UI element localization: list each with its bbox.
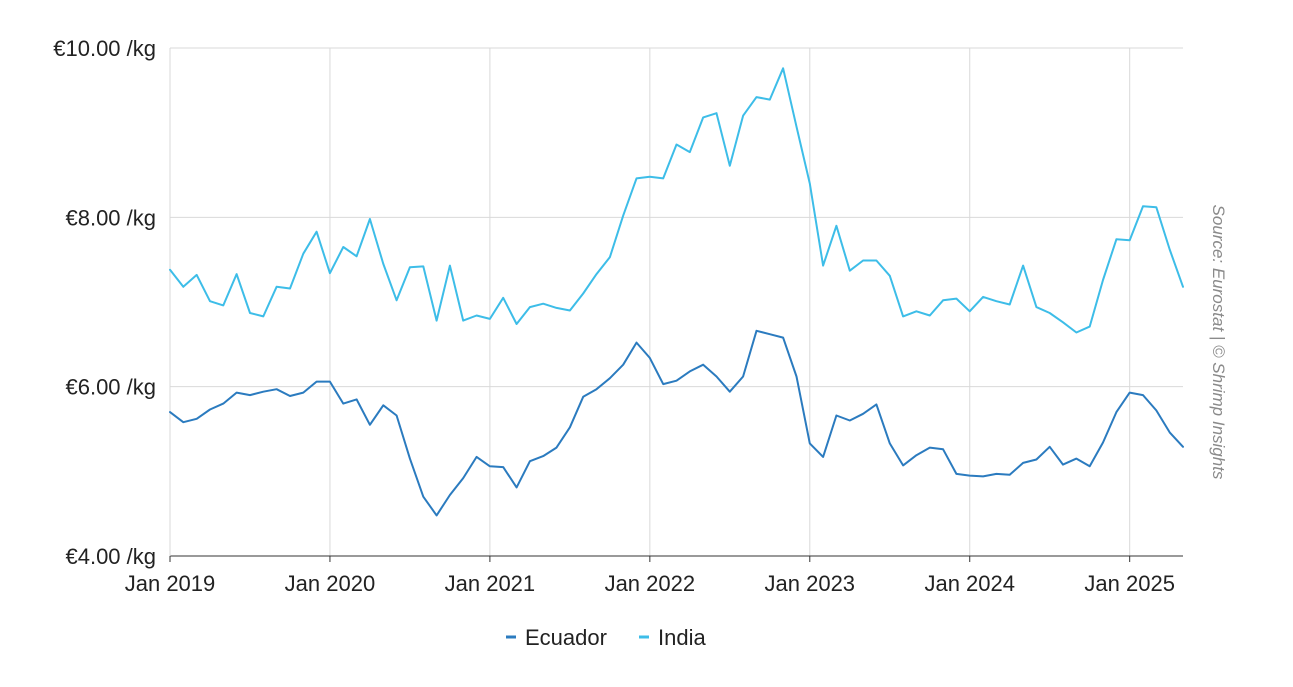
legend-label-india: India <box>658 625 706 650</box>
legend-label-ecuador: Ecuador <box>525 625 607 650</box>
series-layer <box>169 67 1184 517</box>
x-tick-label: Jan 2020 <box>285 571 376 596</box>
series-line-india[interactable] <box>169 67 1184 334</box>
x-tick-label: Jan 2025 <box>1084 571 1175 596</box>
grid-layer <box>169 47 1183 557</box>
y-tick-label: €10.00 /kg <box>53 36 156 61</box>
x-tick-label: Jan 2021 <box>445 571 536 596</box>
y-tick-label: €8.00 /kg <box>65 205 156 230</box>
x-tick-label: Jan 2024 <box>924 571 1015 596</box>
y-tick-label: €6.00 /kg <box>65 375 156 400</box>
series-line-ecuador[interactable] <box>169 329 1184 517</box>
axis-layer: €10.00 /kg€8.00 /kg€6.00 /kg€4.00 /kgJan… <box>53 36 1183 596</box>
source-note: Source: Eurostat | © Shrimp Insights <box>1209 205 1228 480</box>
legend: Ecuador India <box>506 625 706 650</box>
legend-item-ecuador[interactable]: Ecuador <box>506 625 607 650</box>
x-tick-label: Jan 2022 <box>605 571 696 596</box>
y-tick-label: €4.00 /kg <box>65 544 156 569</box>
x-tick-label: Jan 2023 <box>765 571 856 596</box>
x-tick-label: Jan 2019 <box>125 571 216 596</box>
legend-item-india[interactable]: India <box>639 625 706 650</box>
